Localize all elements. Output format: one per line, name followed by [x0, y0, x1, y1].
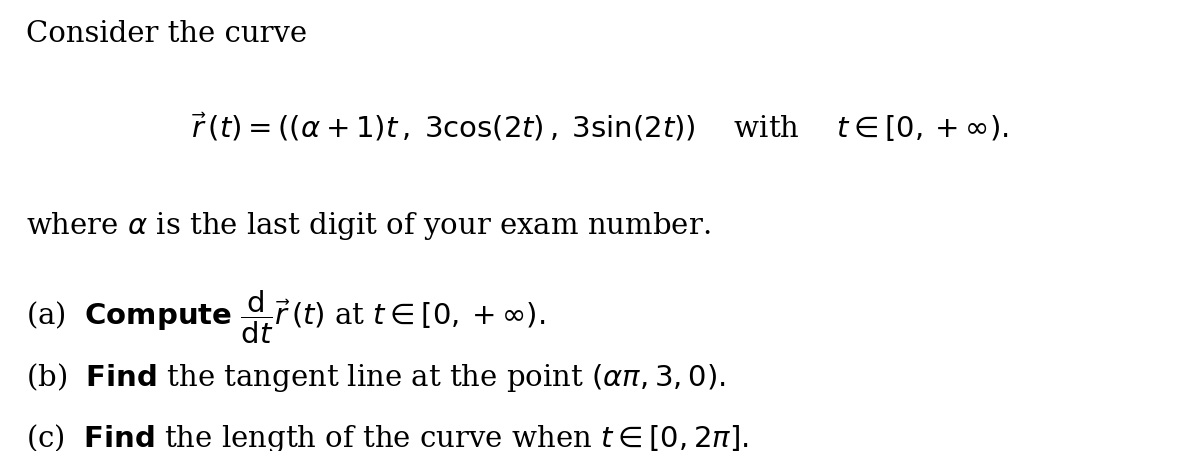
Text: (a)  $\mathbf{Compute}$ $\dfrac{\mathrm{d}}{\mathrm{d}t}\vec{r}\,(t)$ at $t \in : (a) $\mathbf{Compute}$ $\dfrac{\mathrm{d… — [26, 289, 546, 346]
Text: Consider the curve: Consider the curve — [26, 20, 307, 48]
Text: (b)  $\mathbf{Find}$ the tangent line at the point $(\alpha\pi, 3, 0).$: (b) $\mathbf{Find}$ the tangent line at … — [26, 361, 726, 394]
Text: where $\alpha$ is the last digit of your exam number.: where $\alpha$ is the last digit of your… — [26, 210, 710, 242]
Text: $\vec{r}\,(t) = ((\alpha + 1)t\,,\; 3\cos(2t)\,,\; 3\sin(2t))\quad$ with $\quad : $\vec{r}\,(t) = ((\alpha + 1)t\,,\; 3\co… — [191, 110, 1009, 144]
Text: (c)  $\mathbf{Find}$ the length of the curve when $t \in [0, 2\pi].$: (c) $\mathbf{Find}$ the length of the cu… — [26, 422, 749, 451]
